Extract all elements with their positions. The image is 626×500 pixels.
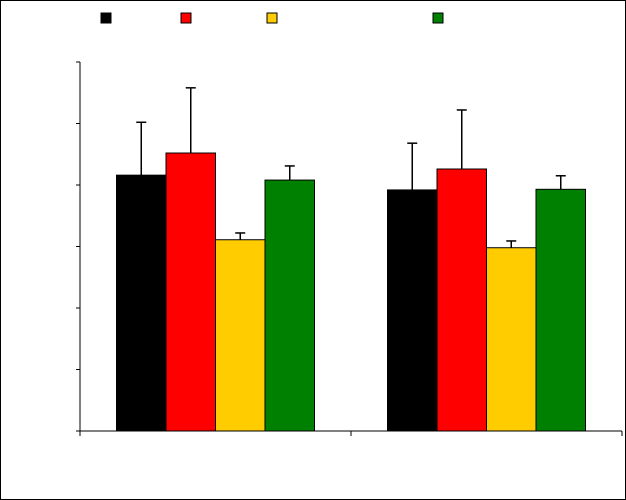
bar <box>436 168 487 432</box>
bar <box>387 189 438 432</box>
legend-swatch <box>180 12 192 24</box>
legend-swatch <box>432 12 444 24</box>
legend-swatch <box>266 12 278 24</box>
bar <box>486 247 537 432</box>
bar <box>215 239 266 432</box>
bar <box>116 174 167 432</box>
bar <box>264 179 315 432</box>
bar <box>535 188 586 432</box>
bar <box>165 152 216 432</box>
legend-swatch <box>100 12 112 24</box>
